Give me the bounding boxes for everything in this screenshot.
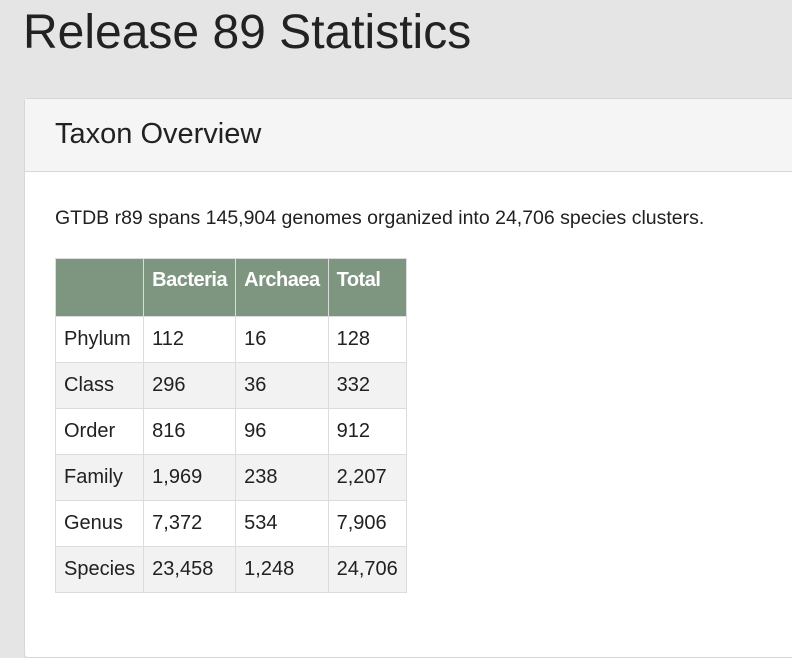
header-rank	[54, 258, 145, 317]
total-cell: 7,906	[327, 500, 407, 547]
archaea-cell: 96	[235, 408, 329, 455]
rank-cell: Phylum	[54, 316, 145, 363]
total-cell: 128	[327, 316, 407, 363]
rank-cell: Order	[54, 408, 145, 455]
archaea-cell: 36	[235, 362, 329, 409]
header-total: Total	[327, 258, 407, 317]
rank-cell: Family	[54, 454, 145, 501]
total-cell: 332	[327, 362, 407, 409]
card-title: Taxon Overview	[55, 118, 262, 150]
archaea-cell: 1,248	[235, 546, 329, 593]
table-row: Species 23,458 1,248 24,706	[54, 546, 407, 593]
header-bacteria: Bacteria	[143, 258, 237, 317]
header-archaea: Archaea	[235, 258, 329, 317]
table-row: Genus 7,372 534 7,906	[54, 500, 407, 547]
bacteria-cell: 1,969	[143, 454, 237, 501]
bacteria-cell: 23,458	[143, 546, 237, 593]
table-row: Class 296 36 332	[54, 362, 407, 409]
table-row: Order 816 96 912	[54, 408, 407, 455]
total-cell: 912	[327, 408, 407, 455]
bacteria-cell: 112	[143, 316, 237, 363]
table-row: Family 1,969 238 2,207	[54, 454, 407, 501]
bacteria-cell: 7,372	[143, 500, 237, 547]
table-row: Phylum 112 16 128	[54, 316, 407, 363]
archaea-cell: 16	[235, 316, 329, 363]
page-title: Release 89 Statistics	[23, 6, 472, 59]
table-header-row: Bacteria Archaea Total	[54, 258, 407, 317]
rank-cell: Class	[54, 362, 145, 409]
taxon-table: Bacteria Archaea Total Phylum 112 16 128…	[54, 258, 407, 593]
rank-cell: Species	[54, 546, 145, 593]
taxon-overview-card: Taxon Overview GTDB r89 spans 145,904 ge…	[24, 98, 792, 658]
bacteria-cell: 296	[143, 362, 237, 409]
summary-text: GTDB r89 spans 145,904 genomes organized…	[55, 207, 705, 229]
total-cell: 2,207	[327, 454, 407, 501]
archaea-cell: 238	[235, 454, 329, 501]
archaea-cell: 534	[235, 500, 329, 547]
rank-cell: Genus	[54, 500, 145, 547]
bacteria-cell: 816	[143, 408, 237, 455]
card-header: Taxon Overview	[25, 99, 792, 172]
total-cell: 24,706	[327, 546, 407, 593]
